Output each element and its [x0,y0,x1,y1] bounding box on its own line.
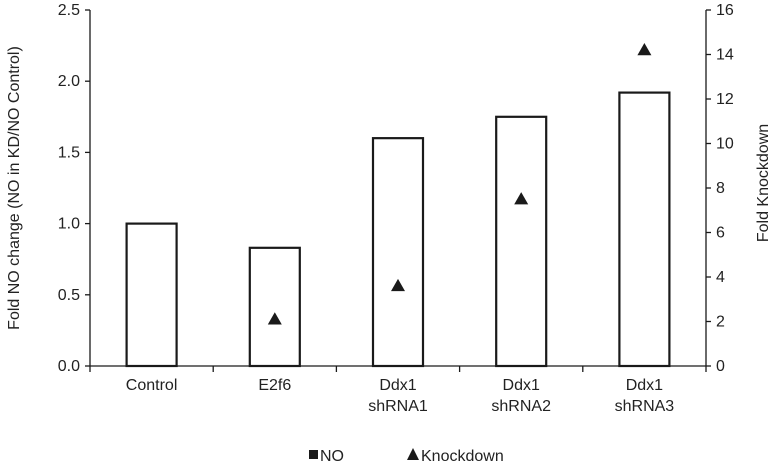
left-tick-label: 0.0 [58,358,80,375]
knockdown-marker [267,312,282,325]
x-tick-label: Ddx1 [379,377,416,394]
knockdown-marker [637,43,652,56]
left-tick-label: 0.5 [58,287,80,304]
markers-layer [267,43,652,325]
x-tick-label: Control [126,377,178,394]
no-bar [125,222,178,368]
knockdown-marker [391,278,405,292]
legend-label-no: NO [320,448,344,465]
right-tick-label: 0 [716,358,725,375]
labels-layer: 0.0 0.5 1.0 1.5 2.0 2.5 0 2 4 6 8 10 12 14 16 Control E2… [6,2,772,415]
right-tick-label: 10 [716,136,734,153]
right-tick-label: 16 [716,2,734,19]
legend-label-knockdown: Knockdown [421,448,504,465]
knockdown-marker [514,192,529,205]
left-tick-label: 1.0 [58,216,80,233]
right-tick-label: 14 [716,47,734,64]
right-tick-label: 6 [716,225,725,242]
left-tick-label: 1.5 [58,144,80,161]
right-axis-title: Fold Knockdown [755,124,772,242]
x-tick-label: shRNA1 [368,398,428,415]
x-tick-label: E2f6 [258,377,291,394]
legend-square-icon [309,450,318,459]
right-tick-label: 8 [716,180,725,197]
no-bar [248,246,301,368]
x-tick-label: shRNA3 [615,398,675,415]
no-bar [495,115,548,368]
legend-triangle-icon [407,448,419,460]
left-axis-title: Fold NO change (NO in KD/NO Control) [6,46,23,330]
left-tick-label: 2.0 [58,73,80,90]
legend: NO Knockdown [309,448,504,465]
bars-layer [125,91,671,368]
right-tick-label: 2 [716,314,725,331]
no-bar [618,91,671,368]
x-tick-label: Ddx1 [626,377,663,394]
left-tick-label: 2.5 [58,2,80,19]
x-tick-label: Ddx1 [503,377,540,394]
no-bar [371,137,425,368]
right-tick-label: 4 [716,269,725,286]
x-tick-label: shRNA2 [491,398,551,415]
right-tick-label: 12 [716,91,734,108]
